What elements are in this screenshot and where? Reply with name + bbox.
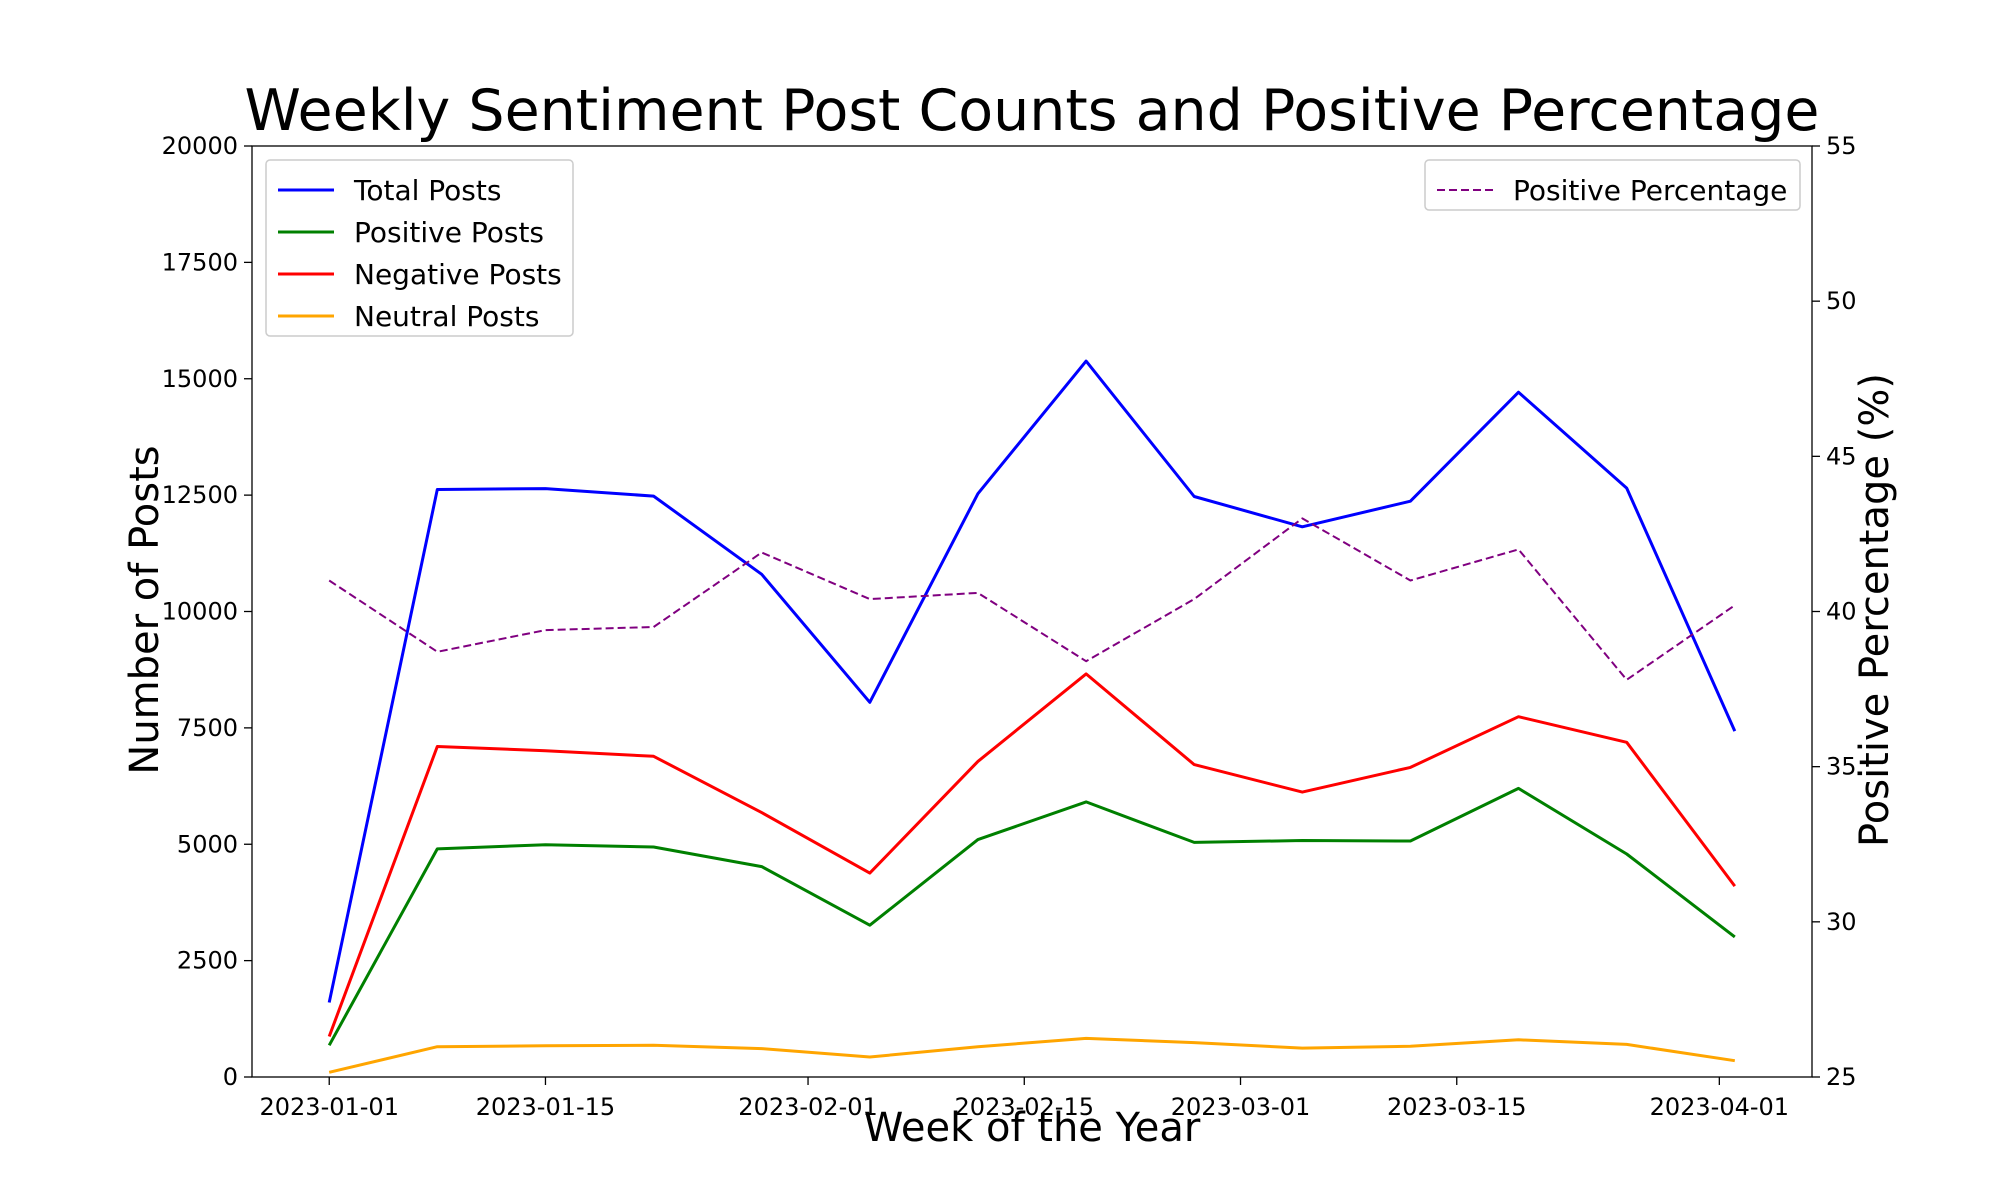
y2-tick-label: 30 [1826,908,1857,936]
y-tick-label: 17500 [162,248,238,276]
legend-label: Neutral Posts [354,300,539,333]
legend-label: Total Posts [353,174,501,207]
x-axis-title: Week of the Year [864,1105,1201,1151]
series-line-total-posts [327,359,1737,1003]
y2-tick-label: 50 [1826,287,1857,315]
series-line-negative-posts [327,672,1736,1038]
y-tick-label: 5000 [177,830,238,858]
series-line-positive-posts [327,786,1736,1047]
y-tick-label: 12500 [162,481,238,509]
y2-tick-label: 35 [1826,753,1857,781]
legend-left: Total Posts Positive Posts Negative Posts N… [265,159,574,337]
y-tick-label: 10000 [162,598,238,626]
x-tick-label: 2023-04-01 [1650,1093,1789,1121]
y-axis-title: Number of Posts [122,445,168,774]
legend-label: Negative Posts [354,258,562,291]
y-tick-label: 15000 [162,365,238,393]
y2-tick-label: 40 [1826,598,1857,626]
legend-right: Positive Percentage [1424,159,1801,211]
y2-tick-label: 25 [1826,1063,1857,1091]
x-tick-label: 2023-01-01 [259,1093,398,1121]
y2-tick-label: 45 [1826,442,1857,470]
series-line-neutral-posts [328,1036,1736,1074]
series-line-positive-percentage [328,517,1736,681]
x-tick-label: 2023-02-15 [955,1093,1094,1121]
legend-right-frame [1424,159,1801,211]
y-tick-label: 0 [223,1063,238,1091]
y2-tick-label: 55 [1826,132,1857,160]
legend-label: Positive Percentage [1513,174,1787,207]
legend-left-frame [265,159,574,337]
x-tick-label: 2023-01-15 [476,1093,615,1121]
chart-title: Weekly Sentiment Post Counts and Positiv… [245,78,1820,144]
y-tick-label: 20000 [162,132,238,160]
x-tick-label: 2023-02-01 [738,1093,877,1121]
x-tick-label: 2023-03-15 [1387,1093,1526,1121]
y-tick-label: 7500 [177,714,238,742]
y-tick-label: 2500 [177,947,238,975]
legend-label: Positive Posts [354,216,544,249]
y2-axis-title: Positive Percentage (%) [1852,373,1898,847]
x-tick-label: 2023-03-01 [1171,1093,1310,1121]
